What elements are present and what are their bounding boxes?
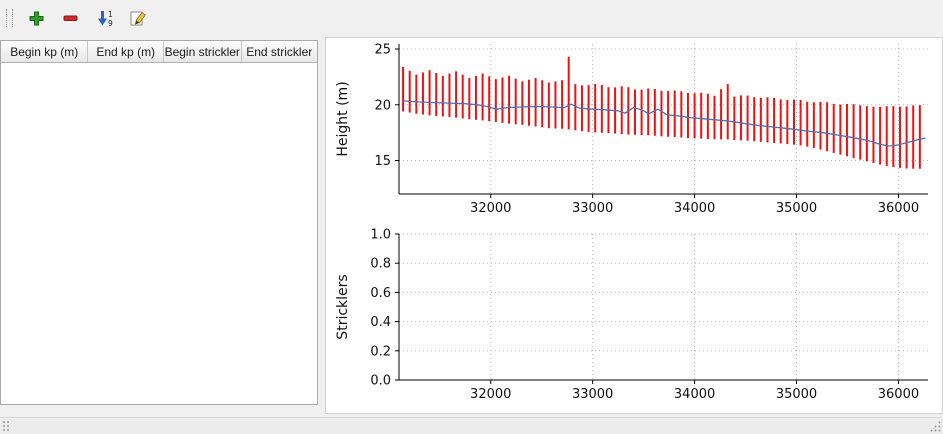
svg-text:35000: 35000 — [776, 201, 817, 216]
table-header: Begin kp (m) End kp (m) Begin strickler … — [1, 41, 317, 63]
svg-text:35000: 35000 — [776, 387, 817, 402]
svg-text:32000: 32000 — [470, 201, 511, 216]
stricklers-table: Begin kp (m) End kp (m) Begin strickler … — [0, 40, 318, 405]
remove-row-button[interactable] — [57, 5, 83, 31]
svg-text:1: 1 — [108, 10, 113, 19]
svg-text:36000: 36000 — [878, 201, 919, 216]
column-header-begin-kp[interactable]: Begin kp (m) — [1, 41, 89, 62]
edit-icon — [130, 11, 146, 25]
table-body[interactable] — [1, 63, 317, 404]
svg-text:25: 25 — [374, 43, 391, 58]
charts-panel: 32000 33000 34000 35000 36000 15 20 25 Height (m… — [325, 37, 943, 414]
column-header-end-strickler[interactable]: End strickler — [246, 44, 313, 59]
sort-numeric-icon: 1 9 — [97, 10, 113, 28]
status-bar — [0, 417, 943, 434]
svg-text:36000: 36000 — [878, 387, 919, 402]
status-grip-left — [3, 421, 9, 431]
svg-text:9: 9 — [108, 19, 113, 28]
plus-icon — [29, 11, 43, 25]
svg-text:1.0: 1.0 — [370, 228, 391, 243]
column-header-begin-strickler[interactable]: Begin strickler — [164, 41, 242, 62]
size-grip[interactable] — [929, 420, 942, 433]
height-chart: 32000 33000 34000 35000 36000 15 20 25 Height (m… — [335, 43, 928, 216]
svg-text:0.0: 0.0 — [370, 374, 391, 389]
svg-text:34000: 34000 — [674, 387, 715, 402]
column-header-end-kp[interactable]: End kp (m) — [88, 41, 164, 62]
add-row-button[interactable] — [23, 5, 49, 31]
svg-text:34000: 34000 — [674, 201, 715, 216]
svg-text:15: 15 — [374, 154, 391, 169]
svg-text:32000: 32000 — [470, 387, 511, 402]
svg-text:0.6: 0.6 — [370, 286, 391, 301]
svg-text:0.8: 0.8 — [370, 257, 391, 272]
edit-button[interactable] — [125, 5, 151, 31]
stricklers-chart: 32000 33000 34000 35000 36000 0.0 0.2 0.4 0.6 0.8… — [335, 228, 928, 402]
svg-text:0.2: 0.2 — [370, 344, 391, 359]
svg-text:Height (m): Height (m) — [335, 81, 351, 156]
minus-icon — [63, 15, 77, 21]
svg-text:33000: 33000 — [572, 201, 613, 216]
toolbar-handle[interactable] — [6, 9, 13, 27]
svg-text:20: 20 — [374, 98, 391, 113]
svg-text:0.4: 0.4 — [370, 315, 391, 330]
sort-button[interactable]: 1 9 — [91, 5, 117, 31]
svg-text:33000: 33000 — [572, 387, 613, 402]
toolbar: 1 9 — [0, 0, 943, 36]
svg-text:Stricklers: Stricklers — [335, 274, 351, 339]
